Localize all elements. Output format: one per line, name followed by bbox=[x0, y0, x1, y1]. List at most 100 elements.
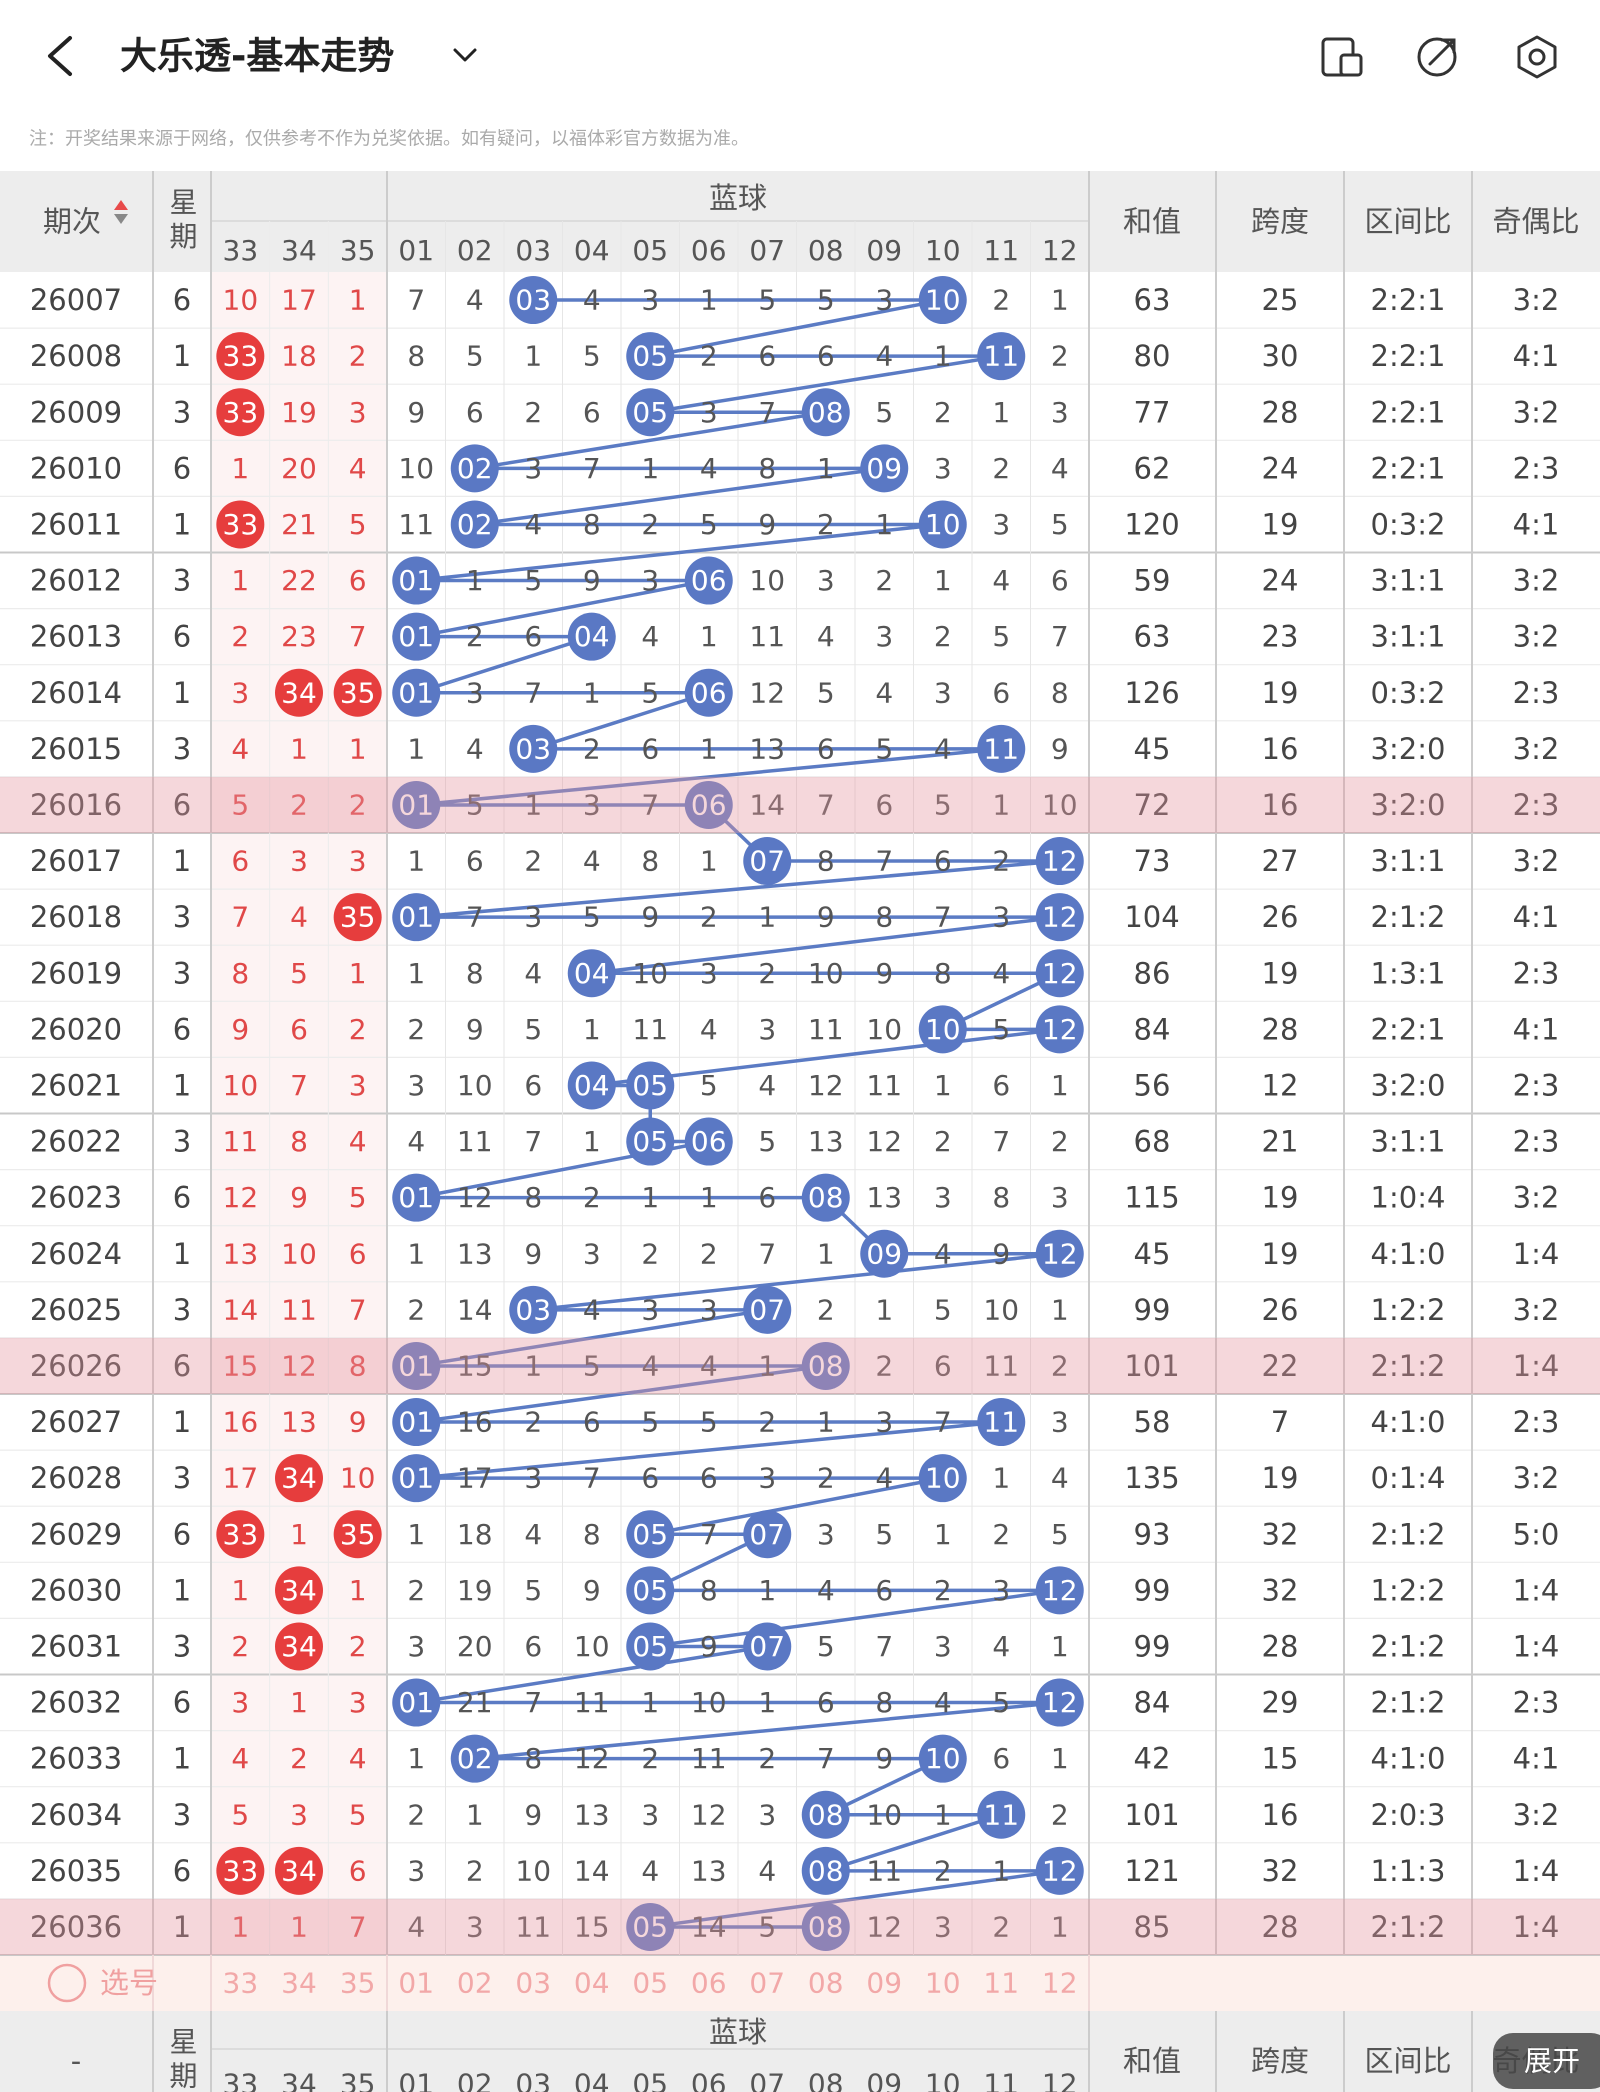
span: 28 bbox=[1262, 1910, 1299, 1944]
blue-miss: 10 bbox=[398, 452, 434, 485]
blue-miss: 11 bbox=[983, 1349, 1019, 1382]
red-ball bbox=[333, 668, 382, 717]
footer-blue-number[interactable]: 09 bbox=[866, 1967, 902, 2000]
blue-miss: 1 bbox=[758, 1349, 776, 1382]
red-ball-number: 34 bbox=[281, 1854, 317, 1887]
footer-blue-number[interactable]: 02 bbox=[457, 1967, 493, 2000]
odd-even-ratio: 2:3 bbox=[1513, 1125, 1560, 1159]
blue-miss: 6 bbox=[524, 1630, 542, 1663]
blue-miss: 1 bbox=[1051, 1910, 1069, 1943]
week: 1 bbox=[173, 1237, 191, 1271]
odd-even-ratio: 3:2 bbox=[1513, 732, 1560, 766]
blue-miss: 8 bbox=[1051, 676, 1069, 709]
footer-blue-number[interactable]: 08 bbox=[808, 1967, 844, 2000]
blue-miss: 1 bbox=[992, 1462, 1010, 1495]
odd-even-ratio: 2:3 bbox=[1513, 451, 1560, 485]
blue-miss: 1 bbox=[1051, 284, 1069, 317]
select-radio bbox=[47, 1963, 87, 2003]
red-miss: 16 bbox=[223, 1406, 259, 1439]
blue-miss: 7 bbox=[934, 1406, 952, 1439]
blue-miss: 1 bbox=[1051, 1069, 1069, 1102]
blue-miss: 1 bbox=[407, 1518, 425, 1551]
select-label[interactable]: 选号 bbox=[100, 1966, 158, 2000]
sum: 101 bbox=[1124, 1798, 1179, 1832]
blue-miss: 3 bbox=[934, 676, 952, 709]
red-miss: 2 bbox=[349, 1013, 367, 1046]
week: 1 bbox=[173, 507, 191, 541]
footer-blue-number[interactable]: 11 bbox=[983, 1967, 1019, 2000]
blue-ball bbox=[977, 1398, 1026, 1447]
trend-lines bbox=[415, 298, 1061, 1929]
blue-ball-number: 11 bbox=[983, 1406, 1019, 1439]
footer-red-number[interactable]: 35 bbox=[340, 1967, 376, 2000]
expand-button-label[interactable]: 展开 bbox=[1524, 2045, 1580, 2078]
period: 26022 bbox=[30, 1125, 122, 1159]
blue-miss: 1 bbox=[992, 396, 1010, 429]
blue-miss: 1 bbox=[407, 1742, 425, 1775]
blue-miss: 3 bbox=[524, 452, 542, 485]
blue-ball bbox=[626, 332, 675, 381]
red-miss: 1 bbox=[349, 284, 367, 317]
blue-miss: 1 bbox=[934, 1069, 952, 1102]
odd-even-ratio: 3:2 bbox=[1513, 844, 1560, 878]
share-icon[interactable] bbox=[1417, 37, 1457, 77]
blue-miss: 7 bbox=[992, 1125, 1010, 1158]
blue-miss: 1 bbox=[934, 340, 952, 373]
trend-line bbox=[415, 298, 1061, 1929]
odd-even-ratio: 1:4 bbox=[1513, 1629, 1560, 1663]
blue-miss: 6 bbox=[700, 1462, 718, 1495]
footer-red-number[interactable]: 34 bbox=[281, 1967, 317, 2000]
page-title: 大乐透-基本走势 bbox=[120, 35, 394, 78]
period: 26014 bbox=[30, 676, 122, 710]
device-icon[interactable] bbox=[1321, 37, 1363, 77]
blue-ball bbox=[1035, 949, 1084, 998]
back-button[interactable] bbox=[48, 36, 72, 76]
blue-miss: 5 bbox=[875, 1518, 893, 1551]
expand-button-bg[interactable] bbox=[1493, 2033, 1600, 2089]
column-period: 期次 bbox=[43, 205, 101, 239]
red-miss: 15 bbox=[223, 1349, 259, 1382]
footer-red-number[interactable]: 33 bbox=[223, 1967, 259, 2000]
zone-ratio: 3:2:0 bbox=[1371, 1068, 1446, 1102]
footer-blue-number[interactable]: 01 bbox=[398, 1967, 434, 2000]
week: 6 bbox=[173, 283, 191, 317]
settings-icon[interactable] bbox=[1517, 35, 1557, 79]
expand-button[interactable]: 展开 bbox=[1493, 2033, 1600, 2089]
span: 16 bbox=[1262, 788, 1299, 822]
red-ball bbox=[216, 388, 265, 437]
blue-miss: 11 bbox=[808, 1013, 844, 1046]
footer-blue-number[interactable]: 03 bbox=[515, 1967, 551, 2000]
blue-miss: 2 bbox=[875, 564, 893, 597]
blue-miss: 10 bbox=[808, 957, 844, 990]
odd-even-ratio: 3:2 bbox=[1513, 283, 1560, 317]
blue-miss: 13 bbox=[866, 1181, 902, 1214]
footer-blue-number[interactable]: 05 bbox=[632, 1967, 668, 2000]
footer-blue-number[interactable]: 06 bbox=[691, 1967, 727, 2000]
row-highlight bbox=[0, 1337, 1600, 1394]
zone-ratio: 0:3:2 bbox=[1371, 676, 1446, 710]
blue-miss: 2 bbox=[1051, 1798, 1069, 1831]
blue-miss: 15 bbox=[457, 1349, 493, 1382]
blue-miss: 7 bbox=[524, 1125, 542, 1158]
period: 26009 bbox=[30, 395, 122, 429]
zone-ratio: 2:1:2 bbox=[1371, 1910, 1446, 1944]
zone-ratio: 2:2:1 bbox=[1371, 1012, 1446, 1046]
blue-ball-number: 09 bbox=[866, 1237, 902, 1270]
blue-miss: 5 bbox=[466, 788, 484, 821]
title-dropdown[interactable] bbox=[453, 48, 477, 62]
footer-blue-number[interactable]: 04 bbox=[574, 1967, 610, 2000]
span: 12 bbox=[1262, 1068, 1299, 1102]
blue-miss: 6 bbox=[758, 340, 776, 373]
span: 28 bbox=[1262, 1012, 1299, 1046]
blue-miss: 11 bbox=[515, 1910, 551, 1943]
blue-ball-number: 02 bbox=[457, 1742, 493, 1775]
blue-ball-number: 07 bbox=[749, 845, 785, 878]
red-ball bbox=[333, 893, 382, 942]
blue-miss: 13 bbox=[749, 732, 785, 765]
column-span: 跨度 bbox=[1251, 2044, 1309, 2078]
footer-blue-number[interactable]: 10 bbox=[925, 1967, 961, 2000]
blue-ball-number: 12 bbox=[1042, 845, 1078, 878]
red-column-label: 33 bbox=[223, 234, 259, 267]
footer-blue-number[interactable]: 07 bbox=[749, 1967, 785, 2000]
footer-blue-number[interactable]: 12 bbox=[1042, 1967, 1078, 2000]
